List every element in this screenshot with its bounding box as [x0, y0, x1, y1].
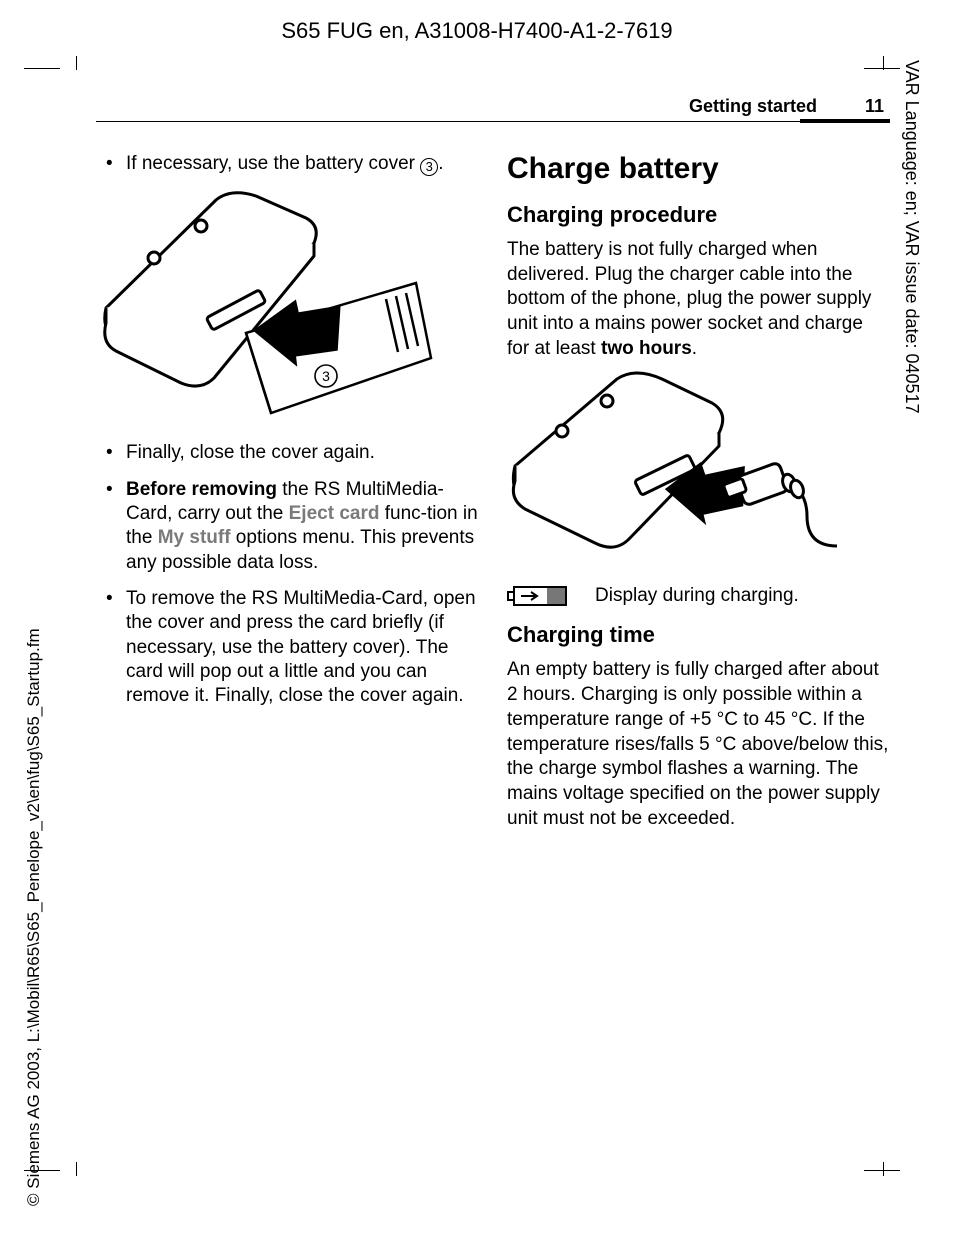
para-charging-procedure: The battery is not fully charged when de… [507, 238, 890, 361]
heading-charging-time: Charging time [507, 622, 890, 648]
bullet-close-cover: Finally, close the cover again. [96, 441, 479, 465]
left-column: If necessary, use the battery cover 3. [96, 152, 479, 841]
bullet-remove-card: To remove the RS MultiMedia-Card, open t… [96, 587, 479, 709]
bullet-use-cover: If necessary, use the battery cover 3. [96, 152, 479, 176]
para-charging-time: An empty battery is fully charged after … [507, 658, 890, 831]
left-margin-note: © Siemens AG 2003, L:\Mobil\R65\S65_Pene… [24, 628, 44, 1206]
charging-display-caption: Display during charging. [595, 585, 799, 607]
figure-charger-plug [507, 371, 890, 566]
charging-display-row: Display during charging. [507, 584, 890, 608]
page-body: Getting started 11 If necessary, use the… [96, 96, 890, 1186]
right-margin-note: VAR Language: en; VAR issue date: 040517 [901, 60, 922, 414]
doc-header: S65 FUG en, A31008-H7400-A1-2-7619 [0, 0, 954, 52]
heading-charge-battery: Charge battery [507, 152, 890, 186]
page-number: 11 [865, 96, 884, 117]
figure-cover-insert: 3 [96, 188, 479, 423]
running-head: Getting started 11 [96, 96, 890, 122]
figure-callout-3: 3 [322, 368, 330, 384]
callout-3-icon: 3 [420, 158, 438, 176]
battery-charging-icon [507, 584, 567, 608]
right-column: Charge battery Charging procedure The ba… [507, 152, 890, 841]
bullet-before-removing: Before removing the RS MultiMedia-Card, … [96, 478, 479, 575]
heading-charging-procedure: Charging procedure [507, 202, 890, 228]
section-title: Getting started [689, 96, 817, 117]
